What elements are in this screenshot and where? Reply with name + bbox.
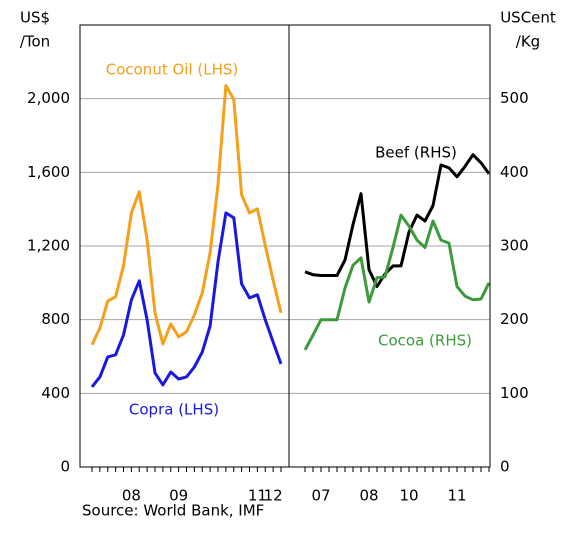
series-label: Cocoa (RHS) — [378, 332, 472, 350]
x-tick-label: 07 — [311, 487, 330, 505]
series-line — [304, 153, 491, 288]
x-tick-label: 08 — [122, 487, 141, 505]
source-note: Source: World Bank, IMF — [82, 502, 264, 520]
y-tick-label: 400 — [41, 384, 70, 402]
series-label: Copra (LHS) — [129, 401, 219, 419]
plot-frame — [79, 24, 491, 468]
series-line — [90, 84, 283, 346]
y-tick-label: 1,200 — [27, 237, 70, 255]
axis-label: /Ton — [20, 33, 50, 51]
x-tick-label: 08 — [359, 487, 378, 505]
x-tick-label: 12 — [264, 487, 283, 505]
series-line — [303, 213, 491, 351]
y-tick-label: 500 — [500, 89, 529, 107]
y-tick-label: 2,000 — [27, 89, 70, 107]
series-label: Coconut Oil (LHS) — [106, 61, 239, 79]
axis-label: USCent — [500, 9, 556, 27]
x-tick-label: 11 — [447, 487, 466, 505]
x-tick-label: 09 — [169, 487, 188, 505]
y-tick-label: 0 — [500, 458, 510, 476]
axis-label: US$ — [20, 9, 50, 27]
y-tick-label: 200 — [500, 310, 529, 328]
y-tick-label: 400 — [500, 163, 529, 181]
y-tick-label: 800 — [41, 310, 70, 328]
y-tick-label: 300 — [500, 237, 529, 255]
y-tick-label: 100 — [500, 384, 529, 402]
y-tick-label: 0 — [60, 458, 70, 476]
x-tick-label: 11 — [248, 487, 267, 505]
axis-label: /Kg — [516, 33, 540, 51]
series-label: Beef (RHS) — [375, 144, 457, 162]
series-line — [90, 211, 283, 388]
y-tick-label: 1,600 — [27, 163, 70, 181]
x-tick-label: 10 — [399, 487, 418, 505]
